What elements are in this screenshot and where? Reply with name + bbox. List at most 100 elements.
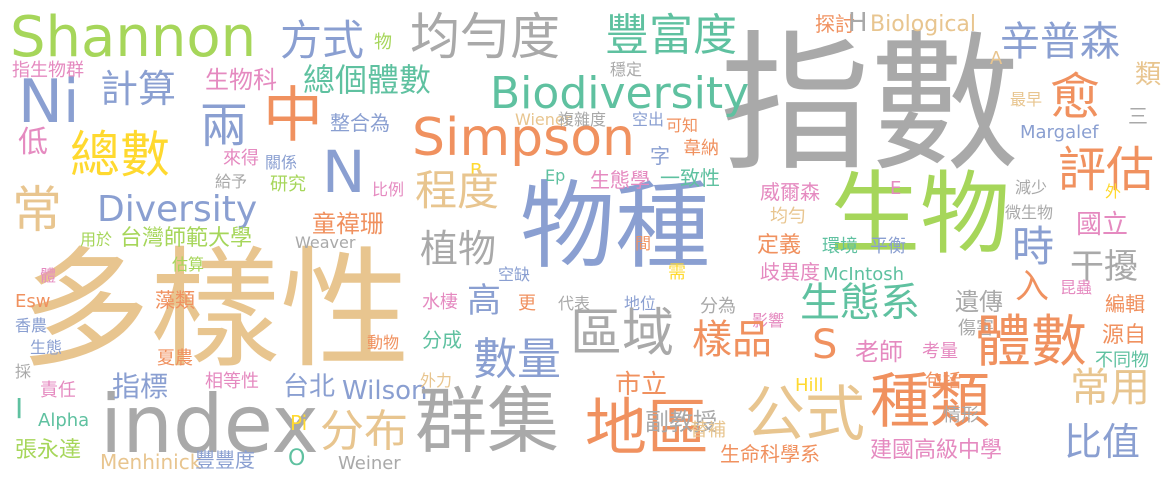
word-wilson: Wilson (342, 376, 428, 406)
word-62: 台灣師範大學 (120, 226, 253, 251)
word-35: 低 (18, 125, 48, 160)
word-68: 平衡 (870, 236, 906, 257)
word-biological: Biological (870, 12, 977, 37)
word-14: 指生物群 (12, 60, 84, 81)
word-menhinick: Menhinick (100, 450, 202, 474)
word-7: 豐富度 (605, 10, 737, 61)
word-105: 不同物 (1095, 350, 1149, 371)
word-47: 給予 (215, 172, 248, 191)
word-83: 代表 (558, 294, 591, 313)
word-margalef: Margalef (1020, 122, 1099, 143)
word-109: 台北 (283, 372, 336, 402)
word-120: 分布 (320, 406, 408, 457)
word-88: 編輯 (1105, 292, 1145, 316)
word-82: 更 (518, 293, 536, 314)
word-27: 整合為 (330, 111, 390, 135)
word-shannon: Shannon (10, 5, 257, 70)
word-h: H (848, 8, 868, 38)
word-alpha: Alpha (38, 410, 90, 431)
word-n: N (322, 138, 366, 206)
word-87: 遺傳 (955, 288, 1003, 316)
word-e: E (890, 178, 902, 199)
word-42: 評估 (1058, 142, 1155, 198)
word-79: 藻類 (155, 288, 195, 312)
word-86: 生態系 (800, 280, 920, 326)
word-129: 張永達 (15, 438, 82, 463)
word-index: index (100, 378, 319, 471)
word-40: 韋納 (683, 138, 719, 159)
word-16: 類 (1135, 60, 1162, 90)
word-34: 三 (1128, 104, 1148, 128)
word-2: 多樣性 (20, 234, 411, 386)
word-49: 比例 (372, 180, 405, 199)
word-23: 愈 (1050, 68, 1100, 126)
word-102: 老師 (855, 338, 903, 366)
word-50: 程度 (415, 166, 500, 215)
word-31: 空出 (632, 110, 665, 129)
word-32: 可知 (666, 116, 699, 135)
word-69: 時 (1012, 222, 1055, 271)
word-111: 外力 (420, 371, 453, 390)
word-85: 高 (467, 281, 501, 321)
word-24: 最早 (1010, 90, 1043, 109)
word-46: 一致性 (660, 166, 720, 190)
word-95: 分成 (422, 328, 462, 352)
word-11: 探討 (815, 12, 855, 36)
word-75: 空缺 (498, 265, 531, 284)
word-121: 群集 (415, 379, 560, 463)
word-10: 物 (374, 32, 392, 53)
word-66: 定義 (757, 233, 802, 258)
word-70: 估算 (172, 255, 205, 274)
word-77: 入 (1015, 267, 1049, 307)
word-36: 總數 (70, 126, 170, 184)
word-9: 方式 (280, 16, 365, 65)
word-90: 分為 (700, 296, 736, 317)
word-51: 威爾森 (760, 180, 820, 204)
word-114: 包括 (925, 371, 961, 392)
word-weiner: Weiner (338, 453, 401, 474)
word-93: 傷害 (958, 318, 994, 339)
word-65: 間 (635, 234, 652, 253)
word-26: 兩 (200, 98, 249, 154)
word-weaver: Weaver (295, 233, 356, 252)
word-ni: Ni (18, 67, 80, 137)
word-37: 來得 (223, 148, 259, 169)
word-91: 區域 (570, 304, 675, 364)
word-96: 動物 (367, 333, 400, 352)
word-b: B (470, 160, 483, 181)
word-103: 考量 (922, 341, 958, 362)
word-8: 辛普森 (1000, 19, 1120, 65)
word-127: 比值 (1064, 420, 1141, 464)
word-0: 指數 (720, 18, 1021, 192)
word-71: 需 (668, 262, 686, 283)
word-126: 情形 (943, 405, 979, 426)
word-97: 源自 (1102, 323, 1147, 348)
word-112: 市立 (615, 370, 668, 400)
word-92: 影響 (752, 311, 785, 330)
word-simpson: Simpson (412, 108, 635, 168)
word-20: 生物科 (205, 66, 277, 94)
word-15: 穩定 (610, 60, 643, 79)
word-wiener: Wiener (515, 110, 572, 129)
word-6: 均勻度 (410, 8, 560, 66)
word-21: 總個體數 (303, 61, 432, 99)
word-38: 關係 (265, 153, 298, 172)
word-124: 種類 (870, 367, 990, 437)
word-74: 體 (40, 266, 57, 285)
word-64: 植物 (420, 227, 497, 271)
word-84: 地位 (624, 294, 657, 313)
word-3: 生物 (830, 162, 1010, 267)
word-98: 採 (15, 362, 32, 381)
word-i: I (15, 392, 24, 425)
word-s: S (812, 322, 838, 368)
word-99: 數量 (473, 334, 561, 385)
word-116: 責任 (40, 380, 76, 401)
word-biodiversity: Biodiversity (490, 68, 750, 119)
word-mcintosh: McIntosh (823, 264, 904, 285)
word-115: 常用 (1070, 365, 1150, 411)
word-19: 計算 (100, 67, 177, 111)
word-122: 地區 (585, 391, 710, 464)
word-esw: Esw (15, 291, 51, 312)
word-59: 微生物 (1005, 203, 1054, 222)
